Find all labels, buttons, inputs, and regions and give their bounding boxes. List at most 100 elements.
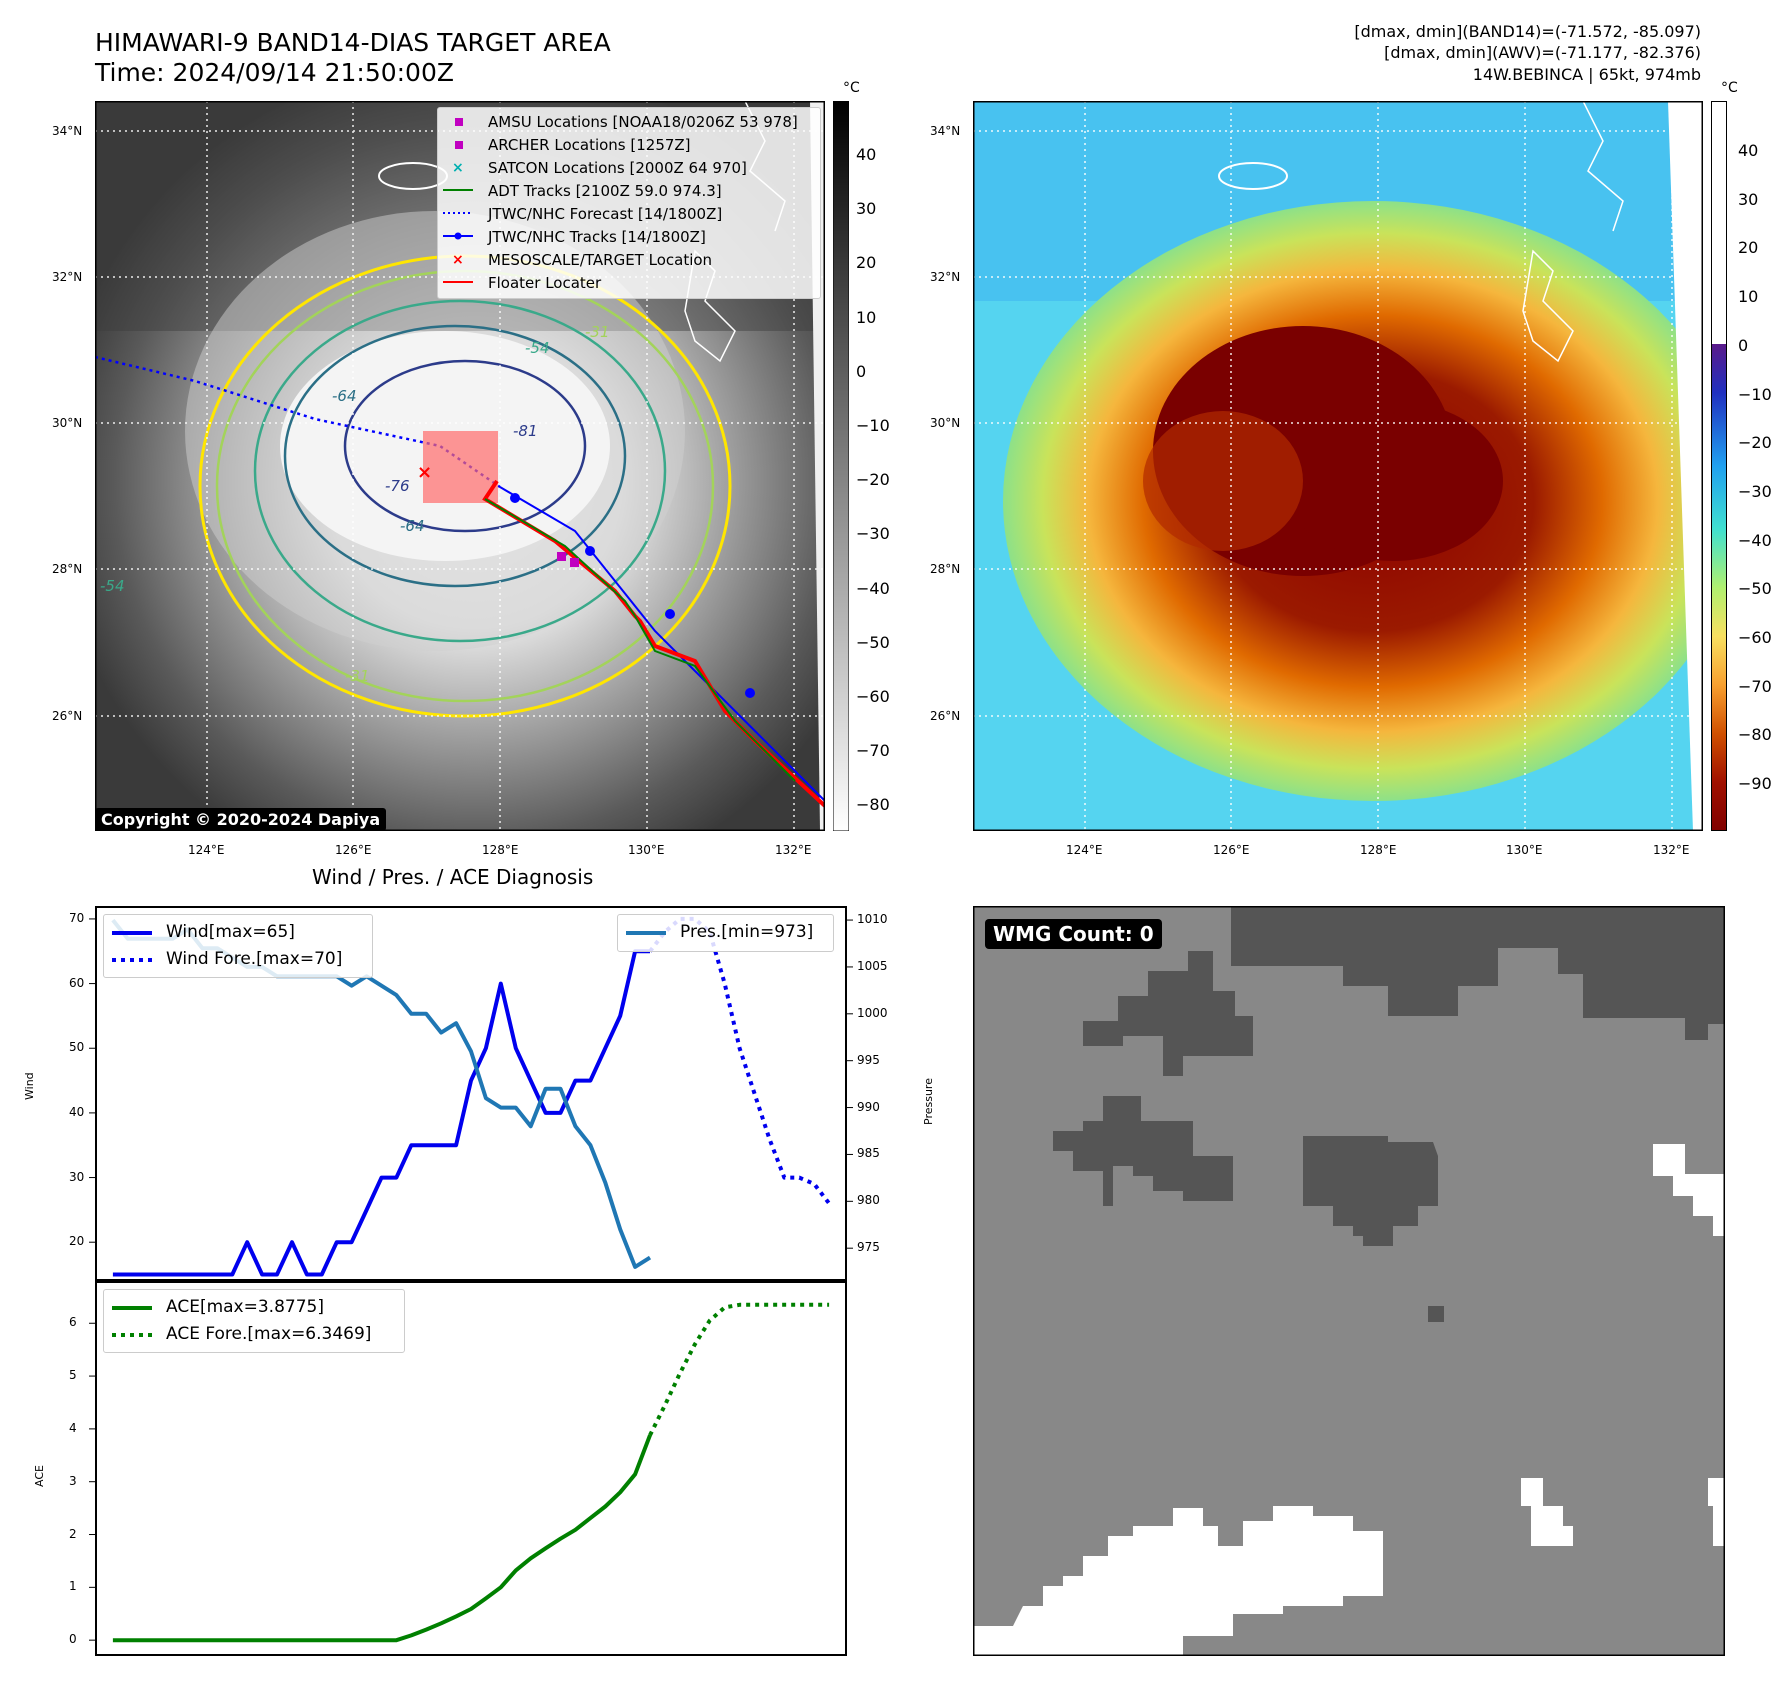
svg-text:×: × (452, 252, 464, 268)
color-colorbar-tick-label: −80 (1738, 725, 1772, 745)
gray-colorbar-tick-label: −50 (856, 632, 890, 652)
gray-colorbar-tick-label: −30 (856, 524, 890, 544)
y-right-tick-label: 985 (857, 1146, 880, 1161)
color-colorbar-tick-label: −60 (1738, 628, 1772, 647)
wind-axis-label: Wind (23, 1072, 36, 1100)
copyright-badge: Copyright © 2020-2024 Dapiya (95, 808, 387, 831)
awv-range: [dmax, dmin](AWV)=(-71.177, -82.376) (1384, 43, 1701, 62)
lat-label: 32°N (52, 270, 83, 284)
gray-colorbar-tick-label: −80 (856, 795, 890, 815)
y-tick-label: 30 (69, 1169, 85, 1184)
series-line-1 (648, 1302, 830, 1437)
color-colorbar-tick-label: −30 (1738, 481, 1772, 501)
chart-frame (95, 1281, 847, 1656)
lon-label: 128°E (482, 843, 519, 857)
contour-label: -64 (332, 387, 357, 405)
color-colorbar-tick-label: −90 (1738, 774, 1772, 794)
ir-color-map (973, 101, 1703, 831)
y-right-tick-label: 975 (857, 1240, 880, 1255)
pressure-legend: Pres.[min=973] (617, 914, 834, 952)
lon-label: 128°E (1360, 843, 1397, 857)
legend-item-amsu: AMSU Locations [NOAA18/0206Z 53 978] (488, 113, 798, 131)
color-colorbar-tick-label: −70 (1738, 676, 1772, 696)
y-right-tick-label: 1010 (857, 912, 888, 927)
legend-item-jtwc-forecast: JTWC/NHC Forecast [14/1800Z] (488, 205, 723, 223)
svg-text:×: × (452, 160, 464, 176)
y-tick-label: 2 (69, 1526, 77, 1541)
legend-item-mesoscale: MESOSCALE/TARGET Location (488, 251, 713, 269)
contour-label: -31 (345, 667, 370, 685)
color-colorbar-tick-label: 10 (1738, 287, 1759, 307)
legend-item-adt: ADT Tracks [2100Z 59.0 974.3] (488, 182, 722, 200)
y-tick-label: 5 (69, 1368, 77, 1383)
series-line-0 (112, 1434, 652, 1643)
gray-colorbar-tick-label: −40 (856, 578, 890, 598)
color-colorbar-tick-label: 20 (1738, 238, 1759, 258)
color-colorbar-tick-label: −10 (1738, 384, 1772, 404)
y-tick-label: 70 (69, 910, 85, 925)
wmg-count-badge: WMG Count: 0 (985, 919, 1162, 949)
legend-ace-forecast: ACE Fore.[max=6.3469] (166, 1324, 372, 1344)
lon-label: 132°E (1653, 843, 1690, 857)
legend-item-floater: Floater Locater (488, 274, 602, 292)
lon-label: 130°E (628, 843, 665, 857)
ace-legend: ACE[max=3.8775] ACE Fore.[max=6.3469] (103, 1289, 405, 1353)
contour-label: -64 (400, 517, 425, 535)
ace-chart (89, 1281, 847, 1656)
lat-label: 26°N (52, 709, 83, 723)
legend-item-satcon: SATCON Locations [2000Z 64 970] (488, 159, 747, 177)
y-tick-label: 40 (69, 1104, 85, 1119)
gray-colorbar-tick-label: −20 (856, 470, 890, 490)
y-tick-label: 1 (69, 1579, 77, 1594)
band14-range: [dmax, dmin](BAND14)=(-71.572, -85.097) (1354, 22, 1701, 41)
color-colorbar-tick-label: 0 (1738, 335, 1749, 355)
contour-label: -81 (513, 422, 538, 440)
y-tick-label: 4 (69, 1420, 77, 1435)
series-line-1 (648, 916, 831, 1205)
diagnosis-title: Wind / Pres. / ACE Diagnosis (312, 865, 594, 889)
gray-colorbar-tick-label: 0 (856, 361, 867, 381)
storm-info: 14W.BEBINCA | 65kt, 974mb (1472, 65, 1701, 84)
color-colorbar-tick-label: −40 (1738, 530, 1772, 550)
colorbar-unit: °C (843, 80, 860, 96)
color-colorbar-tick-label: −20 (1738, 433, 1772, 453)
ace-axis-label: ACE (33, 1465, 46, 1487)
lat-label: 30°N (52, 416, 83, 430)
y-tick-label: 3 (69, 1473, 77, 1488)
lon-label: 124°E (1066, 843, 1103, 857)
gray-colorbar-tick-label: −60 (856, 687, 890, 706)
lat-label: 28°N (930, 562, 961, 576)
contour-label: -54 (100, 577, 125, 595)
gray-colorbar-tick-label: 30 (856, 199, 877, 219)
y-tick-label: 50 (69, 1040, 85, 1055)
gray-colorbar-tick-label: −10 (856, 416, 890, 435)
contour-label: -76 (385, 477, 410, 495)
lon-label: 124°E (188, 843, 225, 857)
lat-label: 34°N (930, 124, 961, 138)
legend-wind: Wind[max=65] (166, 922, 295, 942)
lon-label: 130°E (1506, 843, 1543, 857)
y-right-tick-label: 1005 (857, 958, 888, 973)
map-legend: × × AMSU Locations [NOAA18/0206Z 53 978]… (437, 107, 821, 299)
lat-label: 28°N (52, 562, 83, 576)
gray-colorbar-tick-label: 20 (856, 253, 877, 273)
gray-colorbar-tick-label: −70 (856, 741, 890, 761)
y-right-tick-label: 995 (857, 1052, 880, 1067)
gray-colorbar-tick-label: 10 (856, 307, 877, 327)
lon-label: 126°E (1213, 843, 1250, 857)
y-right-tick-label: 980 (857, 1193, 880, 1208)
y-tick-label: 60 (69, 975, 85, 990)
chart-frame (95, 906, 847, 1281)
svg-text:×: × (417, 462, 432, 483)
contour-label: -54 (525, 339, 550, 357)
color-colorbar-tick-label: −50 (1738, 579, 1772, 599)
legend-ace: ACE[max=3.8775] (166, 1297, 324, 1317)
contour-label: -31 (585, 323, 610, 341)
gray-colorbar (833, 101, 849, 831)
gray-colorbar-tick-label: 40 (856, 145, 877, 164)
lat-label: 30°N (930, 416, 961, 430)
page-title: HIMAWARI-9 BAND14-DIAS TARGET AREA (95, 28, 611, 57)
colorbar-unit: °C (1721, 80, 1738, 96)
lat-label: 26°N (930, 709, 961, 723)
lon-label: 126°E (335, 843, 372, 857)
